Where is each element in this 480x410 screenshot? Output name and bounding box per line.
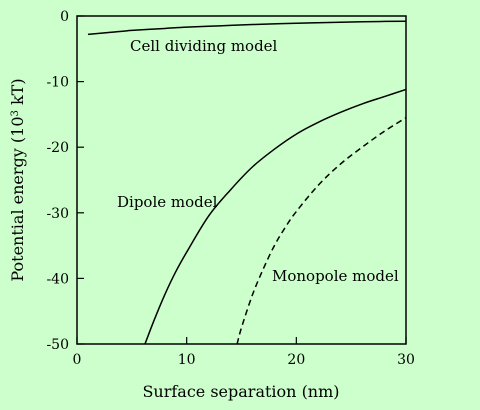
annotation-dipole: Dipole model (117, 193, 218, 211)
x-tick-label: 20 (287, 352, 305, 368)
x-axis-label: Surface separation (nm) (142, 382, 339, 401)
series-cell-dividing-line (87, 20, 407, 36)
annotation-monopole: Monopole model (272, 267, 399, 285)
series-dipole-line (144, 88, 407, 345)
y-axis-label-unit: kT) (8, 78, 27, 110)
y-tick-label: -50 (46, 337, 69, 353)
plot-frame (76, 15, 407, 345)
x-tick-label: 0 (73, 352, 82, 368)
y-tick-label: -40 (46, 271, 69, 287)
series-monopole-line (236, 117, 407, 345)
y-axis-label: Potential energy (103 kT) (8, 78, 27, 281)
annotation-cell-dividing: Cell dividing model (130, 37, 278, 55)
y-tick-label: 0 (60, 9, 69, 25)
series-group (87, 20, 407, 345)
y-tick-label: -30 (46, 206, 69, 222)
tick-group: 0 10 20 30 0 -10 -20 -30 -40 -50 (46, 9, 414, 368)
y-axis-label-sup: 3 (10, 110, 21, 116)
x-tick-label: 30 (397, 352, 415, 368)
x-tick-label: 10 (178, 352, 196, 368)
y-tick-label: -20 (46, 140, 69, 156)
y-tick-label: -10 (46, 75, 69, 91)
y-axis-label-main: Potential energy (10 (8, 116, 27, 281)
